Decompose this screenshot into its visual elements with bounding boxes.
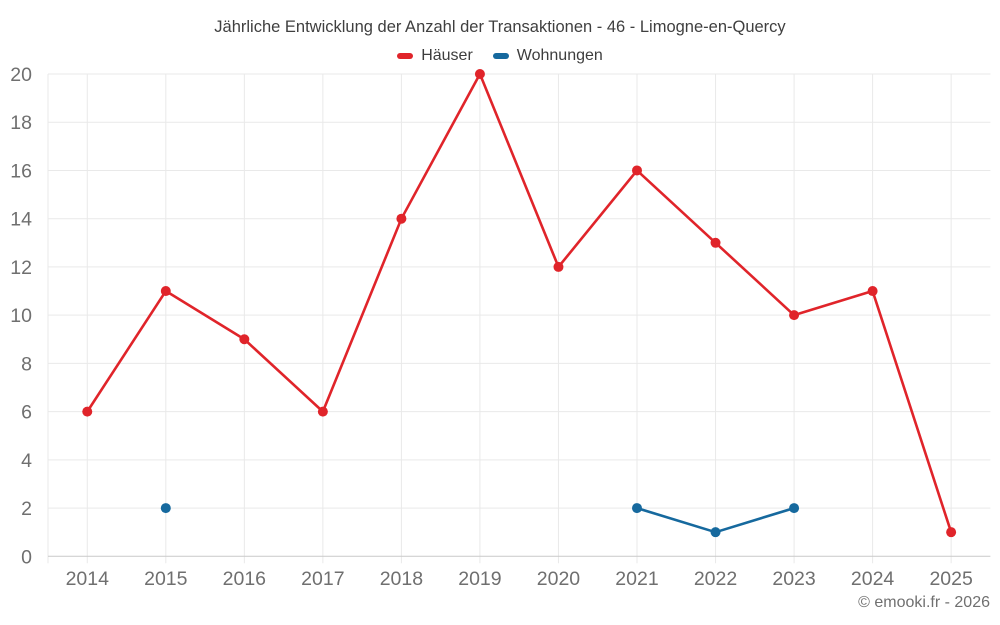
legend-swatch-hauser-icon (397, 53, 414, 59)
legend-swatch-wohnungen-icon (492, 53, 509, 59)
data-point-Häuser-2015[interactable] (160, 286, 171, 297)
x-axis-label: 2018 (380, 568, 423, 590)
y-axis-label: 20 (10, 64, 32, 86)
data-point-Häuser-2022[interactable] (710, 237, 721, 248)
x-axis-label: 2020 (537, 568, 581, 590)
data-point-Häuser-2019[interactable] (474, 69, 485, 79)
x-axis-label: 2021 (615, 568, 658, 590)
y-axis-label: 8 (21, 353, 32, 375)
data-point-Häuser-2020[interactable] (553, 261, 564, 272)
y-axis-label: 18 (10, 112, 32, 134)
chart-title: Jährliche Entwicklung der Anzahl der Tra… (214, 18, 786, 36)
data-point-Häuser-2017[interactable] (317, 406, 328, 417)
legend-item-wohnungen[interactable]: Wohnungen (492, 47, 603, 65)
y-axis-label: 10 (10, 305, 32, 327)
data-point-Wohnungen-2015[interactable] (160, 503, 171, 514)
data-point-Häuser-2024[interactable] (867, 286, 878, 297)
x-axis-label: 2023 (772, 568, 815, 590)
y-axis-label: 6 (21, 402, 32, 424)
x-axis-label: 2019 (458, 568, 501, 590)
series-line-Häuser (86, 72, 953, 533)
y-axis-label: 4 (21, 450, 32, 472)
x-axis-label: 2017 (301, 568, 344, 590)
x-axis-label: 2025 (929, 568, 973, 590)
copyright: © emooki.fr - 2026 (858, 594, 990, 611)
y-axis-label: 16 (10, 160, 32, 182)
legend-item-hauser[interactable]: Häuser (397, 47, 473, 65)
data-point-Häuser-2014[interactable] (82, 406, 93, 417)
y-axis-label: 12 (10, 257, 32, 279)
data-point-Häuser-2018[interactable] (396, 213, 407, 224)
data-point-Häuser-2016[interactable] (239, 334, 250, 345)
data-point-Häuser-2021[interactable] (632, 165, 642, 176)
data-point-Wohnungen-2021[interactable] (632, 503, 642, 514)
x-axis-label: 2024 (851, 568, 895, 590)
y-axis-label: 14 (10, 209, 32, 231)
y-axis-label: 0 (21, 546, 32, 568)
y-axis-label: 2 (21, 498, 32, 520)
x-axis-label: 2015 (144, 568, 188, 590)
x-axis-label: 2016 (223, 568, 266, 590)
legend-label-hauser: Häuser (421, 47, 473, 64)
legend: Häuser Wohnungen (0, 47, 1000, 65)
legend-label-wohnungen: Wohnungen (516, 47, 603, 64)
data-point-Wohnungen-2023[interactable] (789, 503, 800, 514)
data-point-Häuser-2023[interactable] (789, 310, 800, 321)
data-point-Wohnungen-2022[interactable] (710, 527, 721, 538)
data-point-Häuser-2025[interactable] (946, 527, 957, 538)
x-axis-label: 2014 (66, 568, 110, 590)
x-axis-label: 2022 (694, 568, 737, 590)
